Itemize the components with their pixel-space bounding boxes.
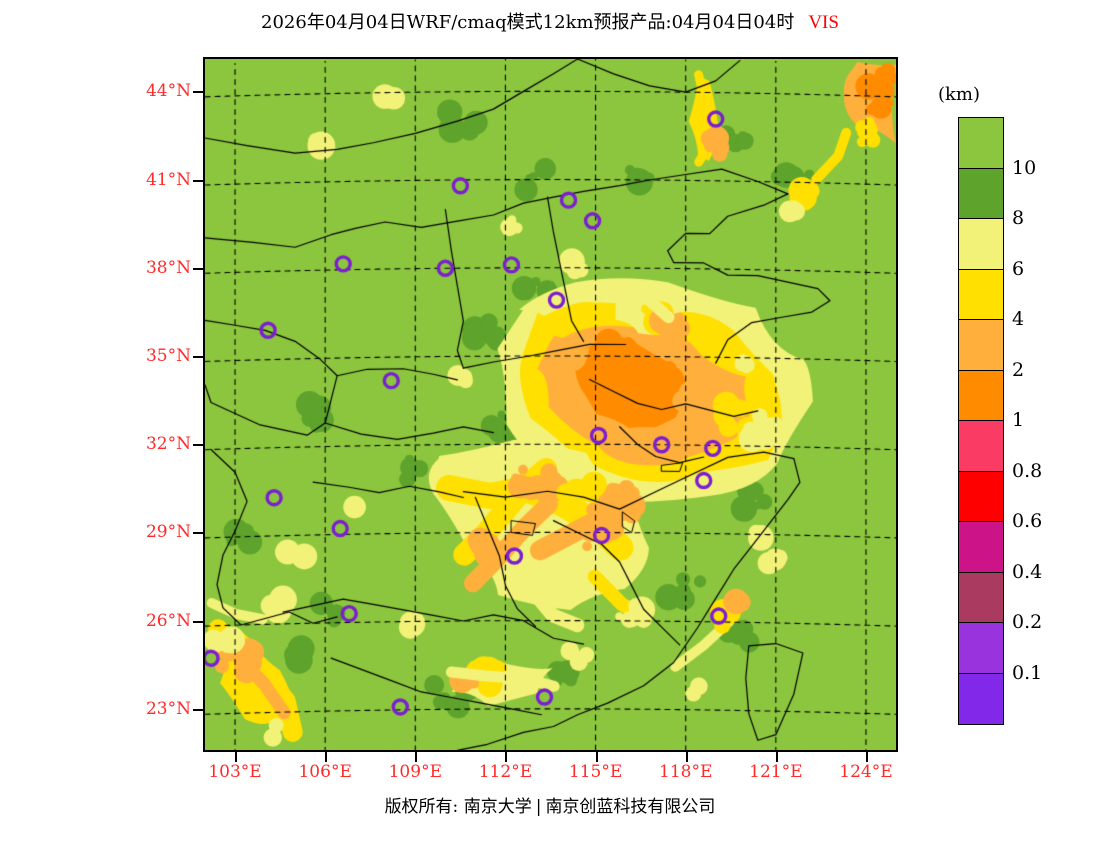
lon-tick-6 xyxy=(775,752,778,762)
lon-label-6: 121°E xyxy=(749,762,803,782)
colorbar-tick-label-9: 0.2 xyxy=(1012,611,1043,633)
colorbar-tick-label-1: 8 xyxy=(1012,207,1025,229)
colorbar-band-2 xyxy=(959,219,1003,270)
colorbar[interactable] xyxy=(958,117,1004,725)
colorbar-unit-label: (km) xyxy=(938,84,981,105)
lat-tick-5 xyxy=(193,532,203,535)
page-title: 2026年04月04日WRF/cmaq模式12km预报产品:04月04日04时 V… xyxy=(0,8,1100,34)
footer: 版权所有: 南京大学 | 南京创蓝科技有限公司 xyxy=(0,792,1100,817)
colorbar-band-9 xyxy=(959,572,1003,623)
lat-label-5: 29°N xyxy=(145,522,191,543)
lon-tick-5 xyxy=(685,752,688,762)
lon-label-4: 115°E xyxy=(568,762,623,782)
lat-tick-0 xyxy=(193,91,203,94)
lon-tick-3 xyxy=(505,752,508,762)
colorbar-tick-label-2: 6 xyxy=(1012,257,1025,280)
lon-tick-1 xyxy=(325,752,328,762)
lat-label-7: 23°N xyxy=(145,698,191,719)
lon-label-5: 118°E xyxy=(659,762,713,782)
colorbar-band-1 xyxy=(959,168,1003,219)
lat-tick-3 xyxy=(193,355,203,358)
title-text: 2026年04月04日WRF/cmaq模式12km预报产品:04月04日04时 xyxy=(261,12,795,33)
footer-copyright: 版权所有: 南京大学 xyxy=(384,797,532,817)
lat-label-6: 26°N xyxy=(145,610,191,631)
lat-tick-7 xyxy=(193,708,203,711)
colorbar-tick-label-3: 4 xyxy=(1012,308,1025,330)
lat-label-0: 44°N xyxy=(145,81,191,102)
colorbar-band-3 xyxy=(959,269,1003,320)
lon-tick-2 xyxy=(415,752,418,762)
colorbar-band-8 xyxy=(959,522,1003,573)
lat-label-4: 32°N xyxy=(145,434,191,455)
lat-label-2: 38°N xyxy=(145,257,191,278)
colorbar-tick-label-0: 10 xyxy=(1012,156,1037,179)
colorbar-tick-label-7: 0.6 xyxy=(1012,510,1043,532)
colorbar-band-11 xyxy=(959,673,1003,724)
colorbar-band-4 xyxy=(959,320,1003,371)
title-variable: VIS xyxy=(808,12,839,33)
colorbar-tick-label-5: 1 xyxy=(1012,409,1025,431)
colorbar-tick-label-8: 0.4 xyxy=(1012,560,1043,583)
lat-label-1: 41°N xyxy=(145,169,191,190)
colorbar-band-7 xyxy=(959,471,1003,522)
footer-company: 南京创蓝科技有限公司 xyxy=(545,797,716,817)
colorbar-tick-label-4: 2 xyxy=(1012,358,1025,381)
lon-label-0: 103°E xyxy=(208,762,262,782)
map-raster xyxy=(205,59,896,750)
lat-tick-4 xyxy=(193,444,203,447)
colorbar-tick-label-10: 0.1 xyxy=(1012,661,1043,684)
lat-tick-2 xyxy=(193,267,203,270)
colorbar-band-10 xyxy=(959,623,1003,674)
lon-tick-7 xyxy=(865,752,868,762)
lon-label-2: 109°E xyxy=(388,762,442,782)
lon-tick-0 xyxy=(235,752,238,762)
colorbar-band-6 xyxy=(959,421,1003,472)
colorbar-band-5 xyxy=(959,370,1003,421)
lat-tick-6 xyxy=(193,620,203,623)
forecast-map[interactable] xyxy=(203,57,898,752)
lon-label-7: 124°E xyxy=(839,762,893,782)
colorbar-tick-label-6: 0.8 xyxy=(1012,459,1043,482)
lon-label-3: 112°E xyxy=(478,762,533,782)
lat-label-3: 35°N xyxy=(145,345,191,366)
footer-separator: | xyxy=(535,797,542,817)
lat-tick-1 xyxy=(193,179,203,182)
lon-label-1: 106°E xyxy=(298,762,352,782)
lon-tick-4 xyxy=(595,752,598,762)
colorbar-band-0 xyxy=(959,118,1003,169)
